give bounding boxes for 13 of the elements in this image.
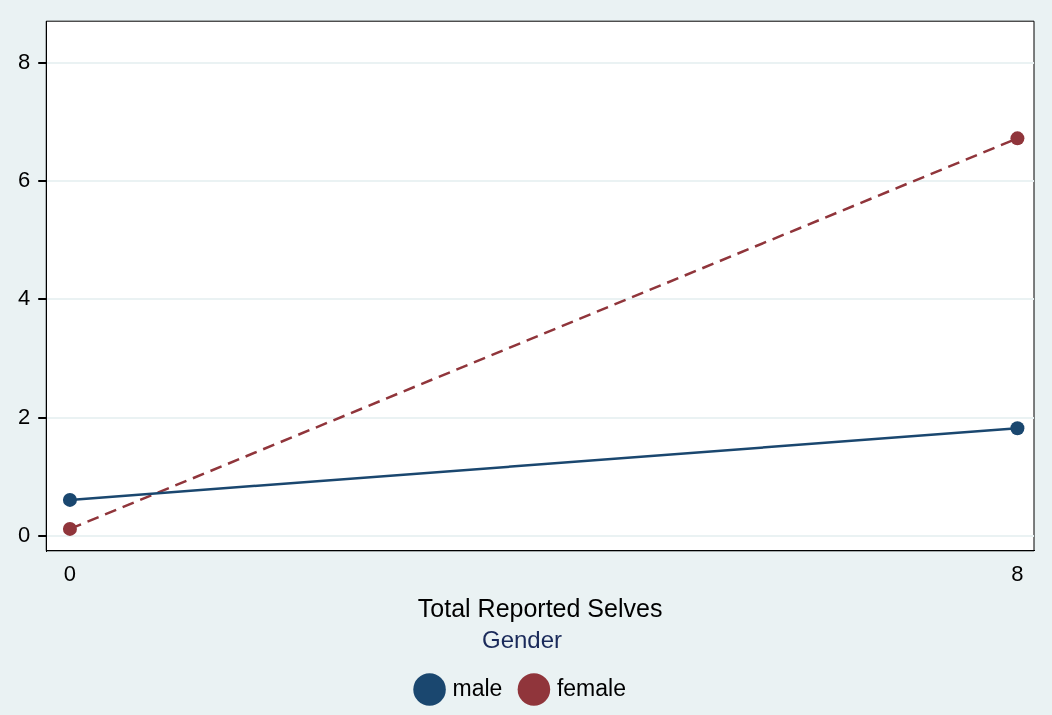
y-tick-label: 4 — [17, 285, 31, 311]
y-tick-label: 2 — [17, 403, 31, 429]
point — [1010, 421, 1025, 436]
legend-label: female — [556, 674, 626, 701]
x-axis-title: Total Reported Selves — [417, 594, 663, 623]
y-tick-label: 6 — [17, 167, 31, 193]
legend-title: Gender — [481, 625, 563, 653]
point — [1010, 131, 1025, 146]
legend-label: male — [452, 674, 503, 701]
point — [62, 492, 77, 507]
y-tick-label: 0 — [17, 522, 31, 548]
point — [62, 521, 77, 536]
y-tick-label: 8 — [17, 48, 31, 74]
